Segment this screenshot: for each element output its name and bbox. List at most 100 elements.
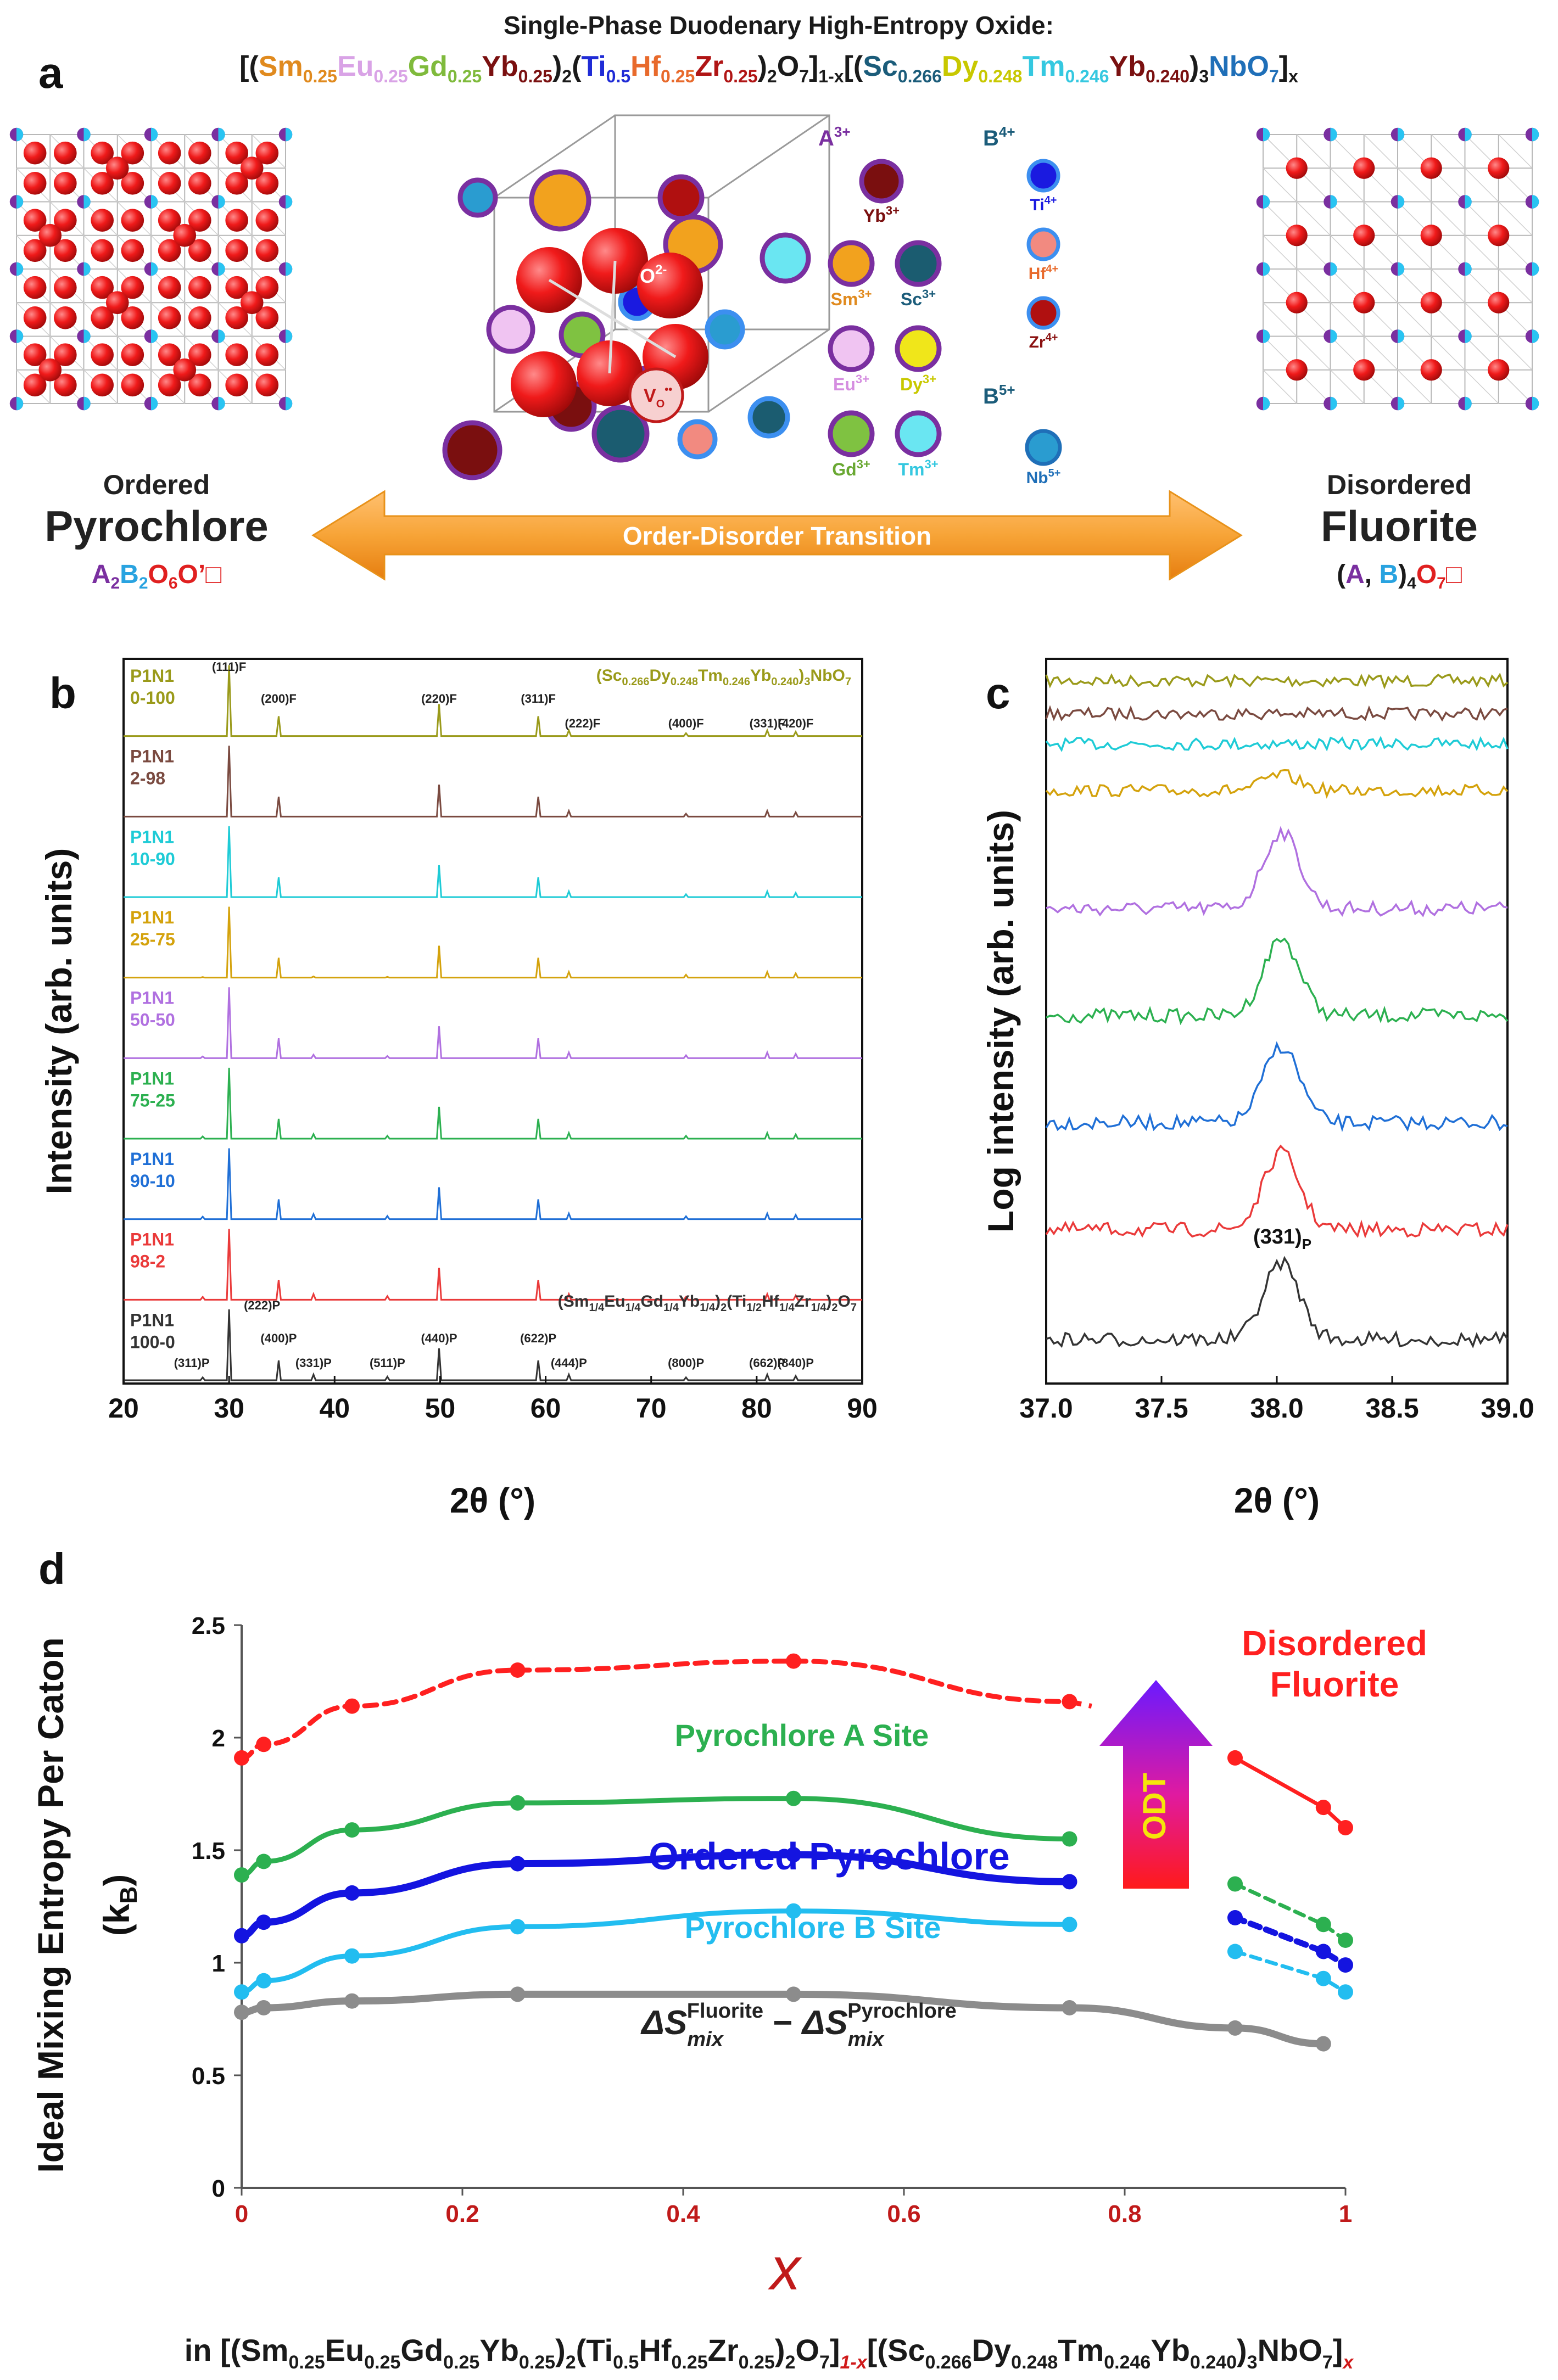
oxygen-atom <box>91 239 114 262</box>
entropy-point <box>510 1919 526 1935</box>
hf-ion-label: Hf4+ <box>1029 263 1058 283</box>
oxygen-atom <box>23 343 47 367</box>
cation <box>747 396 790 439</box>
cation-b-half <box>16 127 24 142</box>
zoom-pattern-5 <box>1046 937 1509 1026</box>
cation-b-half <box>1263 396 1270 411</box>
entropy-point <box>1338 1984 1353 2000</box>
x-tick-label: 60 <box>530 1393 561 1424</box>
fluorite-peak-label: (311)F <box>521 692 556 705</box>
sm-ion-icon <box>828 240 875 287</box>
cation-b-half <box>151 329 158 343</box>
x-tick-label: 1 <box>1339 2200 1352 2227</box>
x-tick-label: 0.4 <box>666 2200 700 2227</box>
entropy-point <box>234 1867 249 1883</box>
cation-b-half <box>16 329 24 343</box>
entropy-curve-4 <box>238 1990 1327 2048</box>
oxygen-atom <box>225 209 249 232</box>
oxygen-atom <box>1420 157 1442 179</box>
oxygen-atom <box>158 276 181 299</box>
disordered-fluorite-label-1: Disordered <box>1242 1623 1427 1663</box>
fluorite-formula: (A, B)4O7□ <box>1337 560 1462 592</box>
cation-b-half <box>1532 396 1539 411</box>
cation-b-half <box>83 396 91 411</box>
zr-ion-icon <box>1026 296 1060 330</box>
cation <box>457 177 498 218</box>
gd-ion-icon <box>828 410 875 457</box>
tm-ion-icon <box>895 410 942 457</box>
x-tick-label: 50 <box>425 1393 456 1424</box>
series-label-name: P1N1 <box>130 747 174 766</box>
cation-b-half <box>83 329 91 343</box>
pyrochlore-peak-label: (222)P <box>244 1298 280 1312</box>
pyrochlore-peak-label: (622)P <box>520 1331 556 1345</box>
series-label-ratio: 10-90 <box>130 849 175 869</box>
entropy-point <box>344 1948 360 1964</box>
oxygen-atom <box>255 141 279 165</box>
oxygen-atom <box>1353 225 1375 247</box>
pyrochlore-peak-label: (800)P <box>668 1356 704 1370</box>
pyrochlore-peak-label: (331)P <box>295 1356 332 1370</box>
oxygen-atom <box>1353 292 1375 313</box>
entropy-point <box>1338 1933 1353 1948</box>
oxygen-atom <box>240 291 264 315</box>
oxygen-atom <box>23 373 47 397</box>
panel-d-ylabel-line1: Ideal Mixing Entropy Per Caton <box>30 1637 71 2172</box>
pyrochlore-peak-label: (662)P <box>749 1356 785 1370</box>
entropy-point <box>256 1853 272 1869</box>
cation-b-half <box>1532 329 1539 343</box>
oxygen-atom <box>225 306 249 329</box>
oxygen-atom <box>91 276 114 299</box>
pyrochlore-peak-label: (311)P <box>174 1356 210 1370</box>
zoom-pattern-7 <box>1045 1144 1509 1239</box>
oxygen-atom <box>1420 359 1442 381</box>
x-tick-label: 38.5 <box>1365 1393 1419 1424</box>
cation-b-half <box>218 195 225 209</box>
pyrochlore-caption-big: Pyrochlore <box>44 502 268 550</box>
xrd-pattern-90-10 <box>124 1148 862 1220</box>
cation-b-half <box>286 329 293 343</box>
oxygen-atom <box>158 209 181 232</box>
panel-b-xrd-chart: P1N10-100P1N12-98P1N110-90P1N125-75P1N15… <box>38 658 878 1520</box>
entropy-point <box>1227 1910 1243 1925</box>
cation-b-half <box>83 127 91 142</box>
oxygen-atom <box>1286 292 1308 313</box>
entropy-point <box>786 1790 801 1806</box>
zoom-pattern-4 <box>1046 826 1508 917</box>
a-site-header: A3+ <box>818 124 851 150</box>
x-tick-label: 0.6 <box>887 2200 920 2227</box>
pyrochlore-peak-label: (511)P <box>370 1356 405 1370</box>
cation-b-half <box>16 195 24 209</box>
fluorite-peak-label: (222)F <box>565 716 600 730</box>
b5-site-header: B5+ <box>983 382 1015 408</box>
zoom-pattern-6 <box>1045 1041 1508 1133</box>
oxygen-atom <box>105 156 129 180</box>
oxygen-atom <box>225 276 249 299</box>
oxygen-atom <box>188 141 211 165</box>
entropy-point <box>256 1973 272 1989</box>
nb-ion-icon <box>1025 429 1062 466</box>
entropy-curve-1 <box>239 1796 1072 1878</box>
entropy-point <box>510 1856 526 1872</box>
entropy-point <box>1227 1750 1243 1766</box>
vacancy-site <box>628 367 684 423</box>
entropy-point <box>1062 1874 1077 1890</box>
entropy-point <box>1062 1917 1077 1933</box>
oxygen-atom <box>188 306 211 329</box>
oxygen-atom <box>1488 292 1510 313</box>
panel-b-xlabel: 2θ (°) <box>450 1481 535 1520</box>
fluorite-lattice <box>1256 127 1539 411</box>
cation-b-half <box>1398 195 1405 209</box>
entropy-point <box>234 1750 249 1766</box>
oxygen-atom <box>1488 225 1510 247</box>
oxygen-atom <box>121 306 144 329</box>
panel-label-d: d <box>38 1544 65 1593</box>
xrd-pattern-2-98 <box>124 746 862 817</box>
panel-c-xlabel: 2θ (°) <box>1234 1481 1320 1520</box>
entropy-point <box>786 1653 801 1669</box>
x-tick-label: 90 <box>847 1393 878 1424</box>
entropy-point <box>256 1737 272 1752</box>
x-tick-label: 70 <box>636 1393 667 1424</box>
oxygen-atom <box>637 253 703 318</box>
x-tick-label: 37.5 <box>1135 1393 1188 1424</box>
